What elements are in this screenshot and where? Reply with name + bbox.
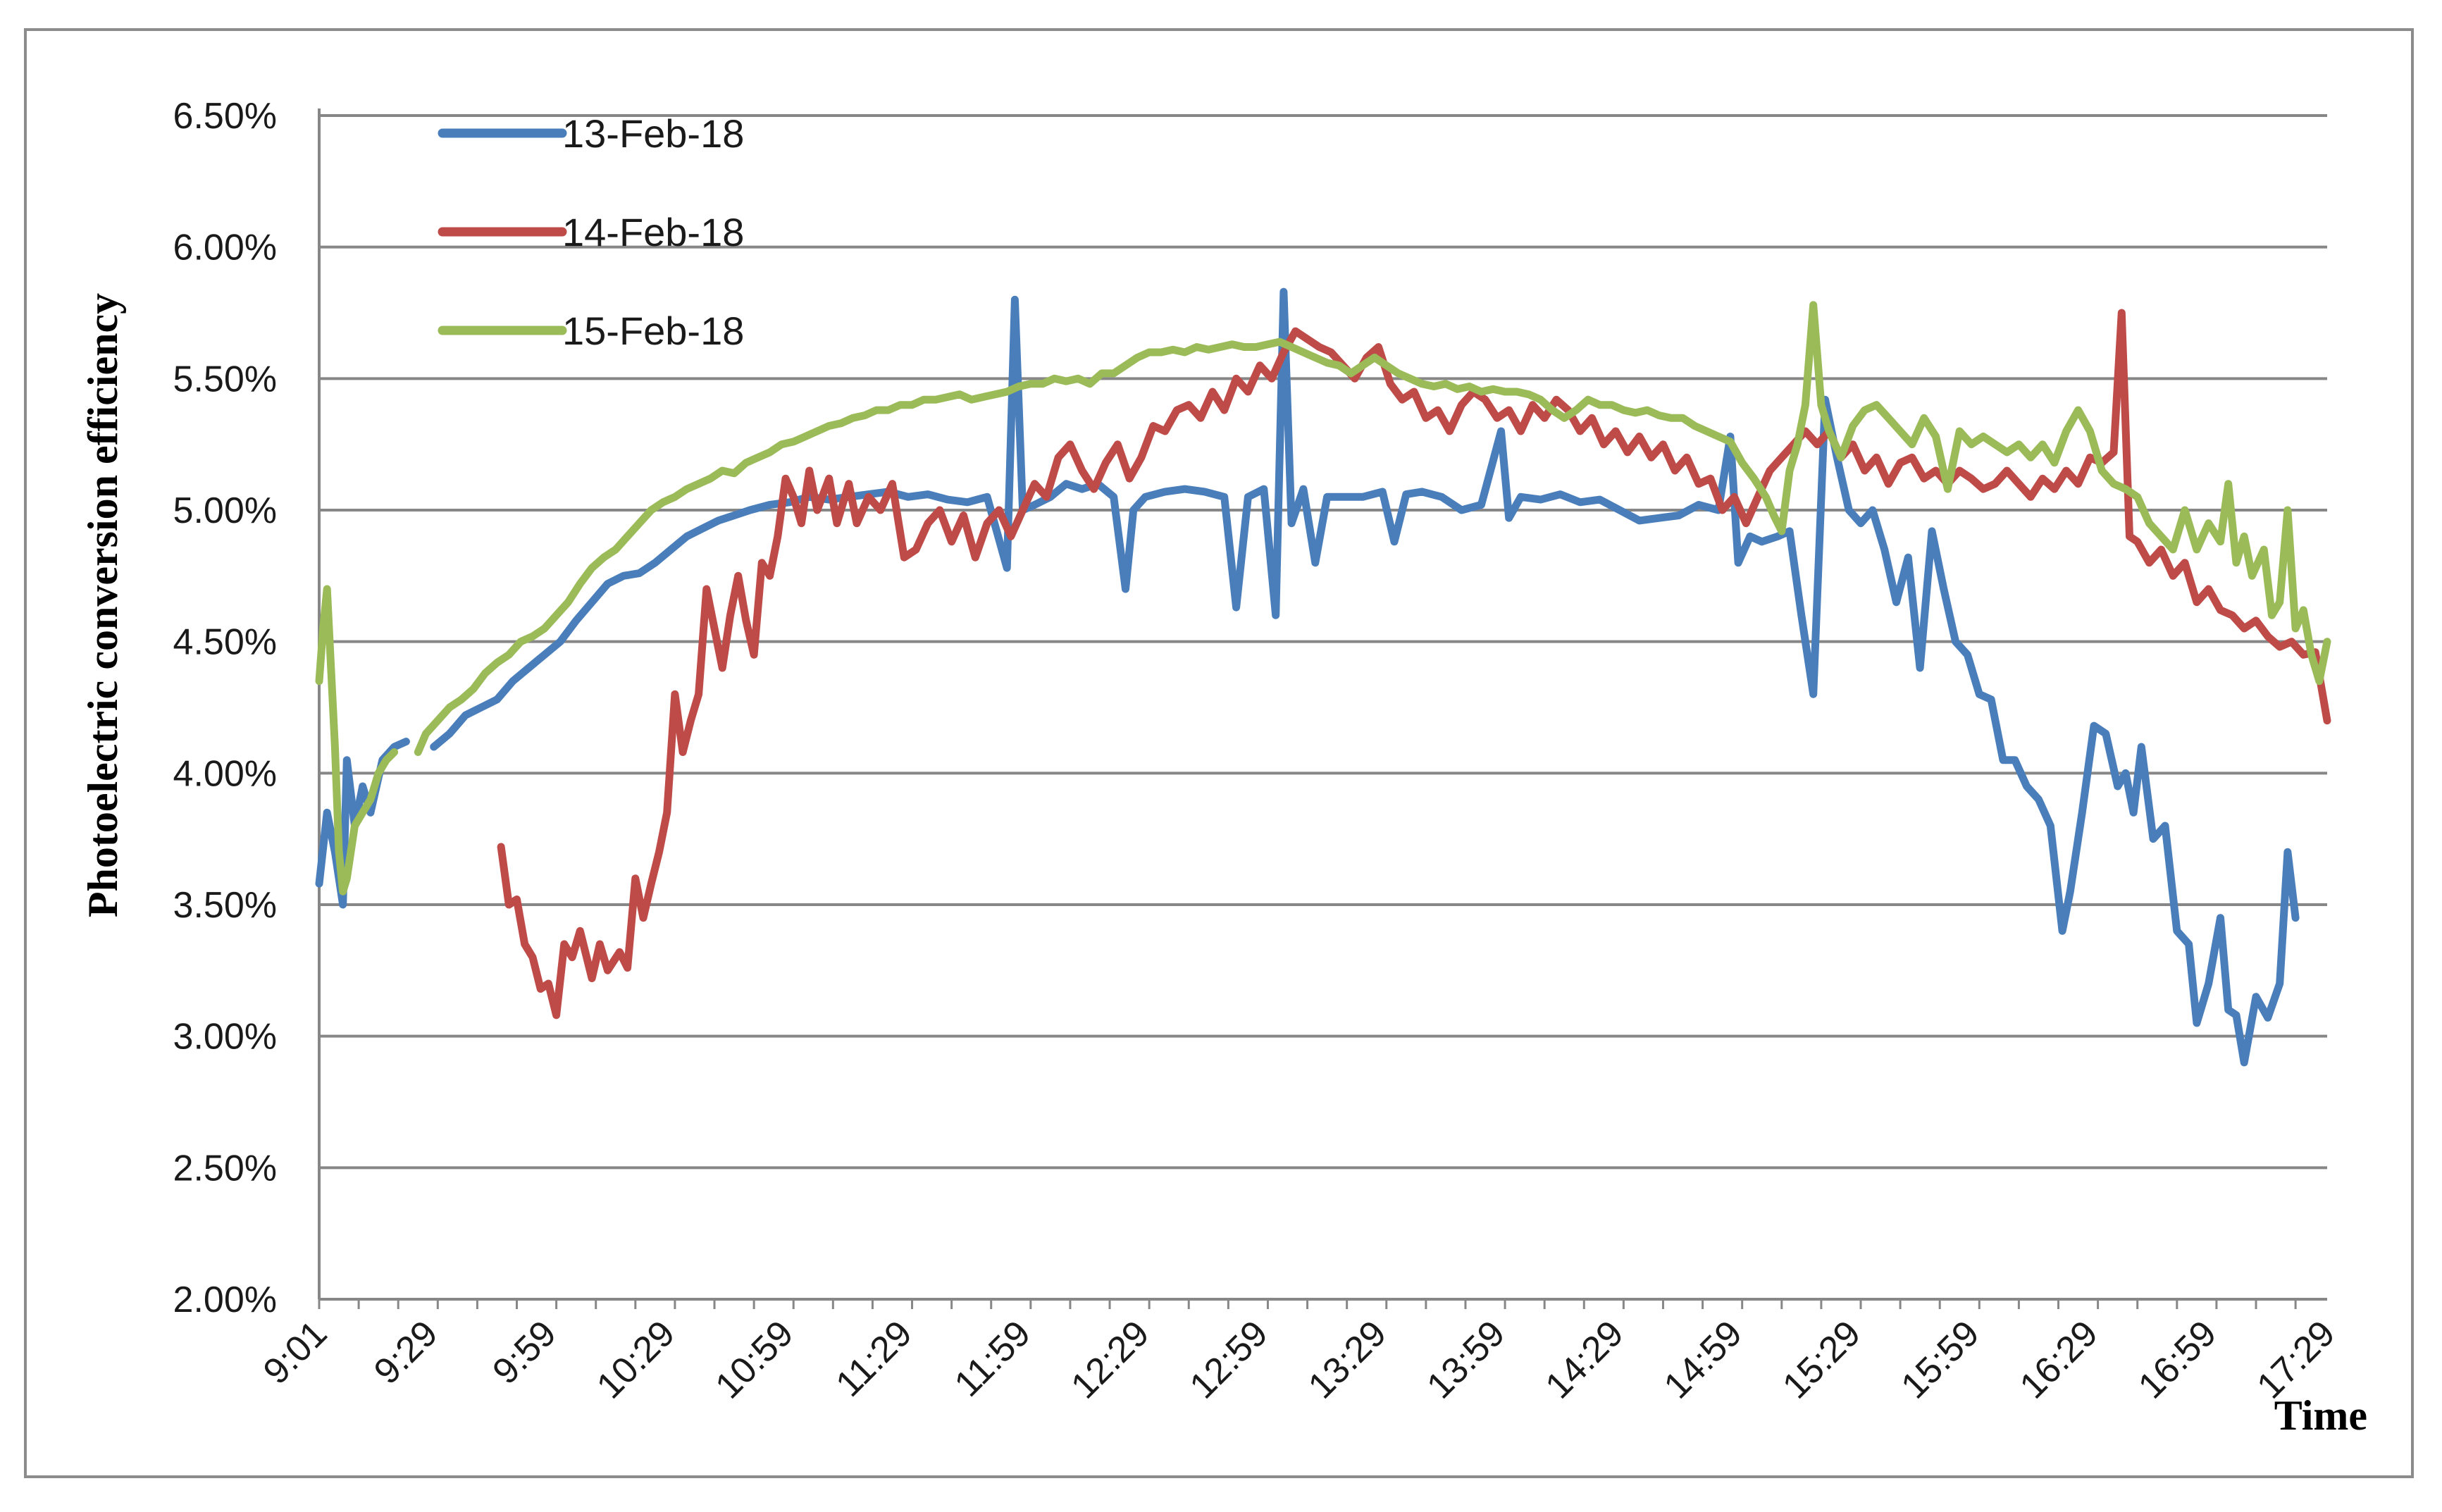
axes <box>318 109 2327 1309</box>
x-tick-label: 16:59 <box>2131 1313 2224 1406</box>
line-chart: 2.00% 2.50% 3.00% 3.50% 4.00% 4.50% 5.00% 5.50%… <box>80 96 2367 1439</box>
x-tick-labels: 9:01 9:29 9:59 10:29 10:59 11:29 11:59 12:29 12:… <box>256 1313 2343 1406</box>
y-tick-label: 6.00% <box>173 228 277 268</box>
y-tick-label: 4.50% <box>173 622 277 663</box>
x-tick-label: 10:29 <box>589 1313 683 1406</box>
y-tick-label: 3.00% <box>173 1017 277 1058</box>
legend-label: 13-Feb-18 <box>562 111 744 156</box>
x-tick-label: 15:59 <box>1894 1313 1988 1406</box>
y-tick-label: 5.50% <box>173 359 277 399</box>
legend: 13-Feb-18 14-Feb-18 15-Feb-18 <box>438 111 744 353</box>
series-line-15-Feb-18 <box>315 301 2331 896</box>
y-tick-label: 3.50% <box>173 885 277 926</box>
x-tick-label: 13:59 <box>1419 1313 1513 1406</box>
x-tick-label: 11:59 <box>947 1313 1039 1404</box>
y-axis-title: Photoelectric conversion efficiency <box>80 293 126 917</box>
x-tick-label: 15:29 <box>1775 1313 1868 1406</box>
legend-label: 15-Feb-18 <box>562 309 744 353</box>
series-line-13-Feb-18 <box>315 287 2300 1067</box>
x-tick-label: 12:29 <box>1063 1313 1157 1406</box>
series-lines <box>315 287 2331 1067</box>
y-tick-label: 6.50% <box>173 96 277 137</box>
x-axis-title: Time <box>2274 1392 2367 1439</box>
gridlines <box>319 114 2327 1301</box>
x-tick-label: 13:29 <box>1301 1313 1394 1406</box>
y-tick-labels: 2.00% 2.50% 3.00% 3.50% 4.00% 4.50% 5.00% 5.50%… <box>173 96 277 1320</box>
x-tick-label: 9:01 <box>256 1313 335 1392</box>
y-tick-label: 2.00% <box>173 1279 277 1320</box>
y-tick-label: 4.00% <box>173 753 277 794</box>
x-tick-label: 10:59 <box>707 1313 801 1406</box>
chart-frame: 2.00% 2.50% 3.00% 3.50% 4.00% 4.50% 5.00% 5.50%… <box>24 28 2414 1478</box>
y-tick-label: 5.00% <box>173 490 277 531</box>
x-tick-label: 14:29 <box>1538 1313 1632 1406</box>
x-tick-label: 16:29 <box>2012 1313 2106 1406</box>
x-tick-label: 14:59 <box>1656 1313 1750 1406</box>
legend-label: 14-Feb-18 <box>562 210 744 254</box>
x-tick-label: 9:59 <box>485 1313 564 1392</box>
x-tick-label: 12:59 <box>1182 1313 1276 1406</box>
series-line-14-Feb-18 <box>497 309 2331 1020</box>
x-tick-label: 11:29 <box>828 1313 919 1404</box>
x-tick-label: 9:29 <box>366 1313 446 1392</box>
y-tick-label: 2.50% <box>173 1148 277 1189</box>
